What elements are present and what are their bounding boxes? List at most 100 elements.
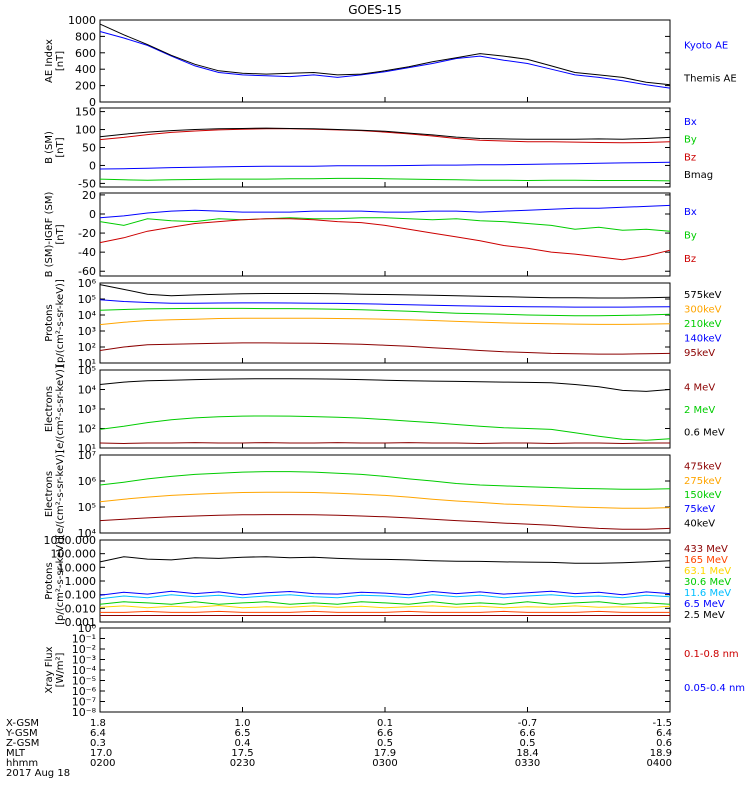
- legend-label: 300keV: [684, 304, 722, 315]
- legend-label: 140keV: [684, 334, 722, 345]
- footer-value: 18.4: [516, 748, 538, 759]
- footer-value: 6.6: [520, 728, 536, 739]
- legend-label: 40keV: [684, 518, 715, 529]
- y-tick-label: 10¹: [78, 442, 96, 455]
- y-axis-label-line: [nT]: [55, 224, 66, 244]
- legend-label: 4 MeV: [684, 383, 715, 394]
- footer-value: 0300: [372, 758, 397, 769]
- series-line: [99, 601, 671, 605]
- series-line: [99, 299, 671, 308]
- series-line: [99, 307, 671, 317]
- footer-value: 1.0: [235, 718, 251, 729]
- y-tick-label: 10⁻²: [72, 643, 96, 656]
- series-line: [99, 23, 671, 86]
- legend-label: Bz: [684, 152, 696, 163]
- legend-label: 433 MeV: [684, 544, 728, 555]
- footer-value: 6.6: [377, 728, 393, 739]
- y-tick-label: 1000: [68, 14, 96, 27]
- y-tick-label: 600: [75, 47, 96, 60]
- panel-3: -60 -40 -20 0 20 B (SM)-IGRF (SM)[nT] Bx By Bz: [44, 189, 697, 278]
- y-axis-label-line: [e/(cm²-s-sr-keV)]: [55, 450, 66, 538]
- footer-value: 17.0: [90, 748, 112, 759]
- y-axis-label: AE Index[nT]: [44, 39, 66, 83]
- y-axis-label: B (SM)-IGRF (SM)[nT]: [44, 192, 66, 278]
- footer-row-label: X-GSM: [6, 718, 39, 729]
- y-tick-label: 200: [75, 80, 96, 93]
- y-tick-label: 20: [82, 189, 96, 202]
- legend-label: 95keV: [684, 348, 715, 359]
- y-axis-label-line: [W/m²]: [55, 652, 66, 687]
- y-tick-label: 10¹: [78, 357, 96, 370]
- y-tick-label: 10²: [78, 341, 96, 354]
- y-axis-label: Protons[p/(cm²-s-sr-keV)]: [44, 279, 66, 367]
- footer-value: 6.4: [90, 728, 106, 739]
- series-line: [99, 514, 671, 530]
- y-tick-label: 50: [82, 142, 96, 155]
- y-axis-label-line: [p/(cm²-s-sr-keV)]: [55, 537, 66, 625]
- footer-value: -0.7: [518, 718, 538, 729]
- footer-value: 0.6: [656, 738, 672, 749]
- series-line: [99, 177, 671, 182]
- series-line: [99, 128, 671, 144]
- legend-label: 150keV: [684, 490, 722, 501]
- legend-label: 30.6 MeV: [684, 577, 731, 588]
- panel-5: 10¹ 10² 10³ 10⁴ 10⁵ Electrons[e/(cm²-s-sr-keV…: [44, 364, 725, 455]
- series-line: [99, 415, 671, 441]
- y-tick-label: 10⁴: [78, 309, 97, 322]
- panel-frame: [99, 369, 671, 449]
- panel-frame: [99, 192, 671, 277]
- y-tick-label: 1000.000: [44, 534, 97, 547]
- y-tick-label: 10²: [78, 423, 96, 436]
- y-tick-label: 10⁵: [78, 364, 96, 377]
- y-axis-label-line: Electrons: [44, 471, 55, 517]
- footer-value: 17.5: [231, 748, 253, 759]
- series-line: [100, 610, 670, 613]
- y-tick-label: 10⁵: [78, 293, 96, 306]
- series-line: [99, 590, 671, 596]
- series-line: [99, 127, 671, 140]
- y-tick-label: 10⁴: [78, 384, 97, 397]
- legend-label: 0.05-0.4 nm: [684, 683, 745, 694]
- legend-label: 475keV: [684, 462, 722, 473]
- footer-row-label: MLT: [6, 748, 26, 759]
- footer-value: 0.5: [377, 738, 393, 749]
- footer-value: 18.9: [650, 748, 672, 759]
- y-axis-label-line: AE Index: [44, 39, 55, 83]
- footer-value: -1.5: [652, 718, 672, 729]
- y-axis-label: Electrons[e/(cm²-s-sr-keV)]: [44, 365, 66, 453]
- series-line: [99, 342, 671, 355]
- y-tick-label: 10³: [78, 403, 96, 416]
- legend-label: Themis AE: [683, 73, 737, 84]
- y-tick-label: 10⁷: [78, 449, 96, 462]
- panel-frame: [99, 107, 671, 188]
- y-axis-label: Xray Flux[W/m²]: [44, 646, 66, 693]
- y-tick-label: 100: [75, 124, 96, 137]
- footer-value: 1.8: [90, 718, 106, 729]
- y-tick-label: -20: [78, 227, 96, 240]
- legend-label: 2.5 MeV: [684, 610, 725, 621]
- y-tick-label: 10⁻⁸: [72, 706, 97, 719]
- footer-value: 0.4: [235, 738, 251, 749]
- y-tick-label: 0: [89, 96, 96, 109]
- y-axis-label-line: Protons: [44, 304, 55, 341]
- y-tick-label: 100.000: [51, 548, 97, 561]
- footer-value: 0330: [515, 758, 540, 769]
- y-tick-label: 0.010: [65, 602, 97, 615]
- y-tick-label: 10⁰: [78, 622, 97, 635]
- footer-row-label: hhmm: [6, 758, 38, 769]
- series-line: [99, 31, 671, 89]
- footer-row-label: Y-GSM: [5, 728, 38, 739]
- y-tick-label: 150: [75, 106, 96, 119]
- legend-label: Bx: [684, 117, 697, 128]
- y-axis-label-line: [e/(cm²-s-sr-keV)]: [55, 365, 66, 453]
- y-tick-label: 10⁶: [78, 475, 97, 488]
- legend-label: 63.1 MeV: [684, 566, 731, 577]
- series-line: [99, 378, 671, 392]
- footer-value: 0400: [647, 758, 672, 769]
- panel-frame: [99, 454, 671, 534]
- legend-label: 11.6 MeV: [684, 588, 731, 599]
- footer-value: 0230: [230, 758, 255, 769]
